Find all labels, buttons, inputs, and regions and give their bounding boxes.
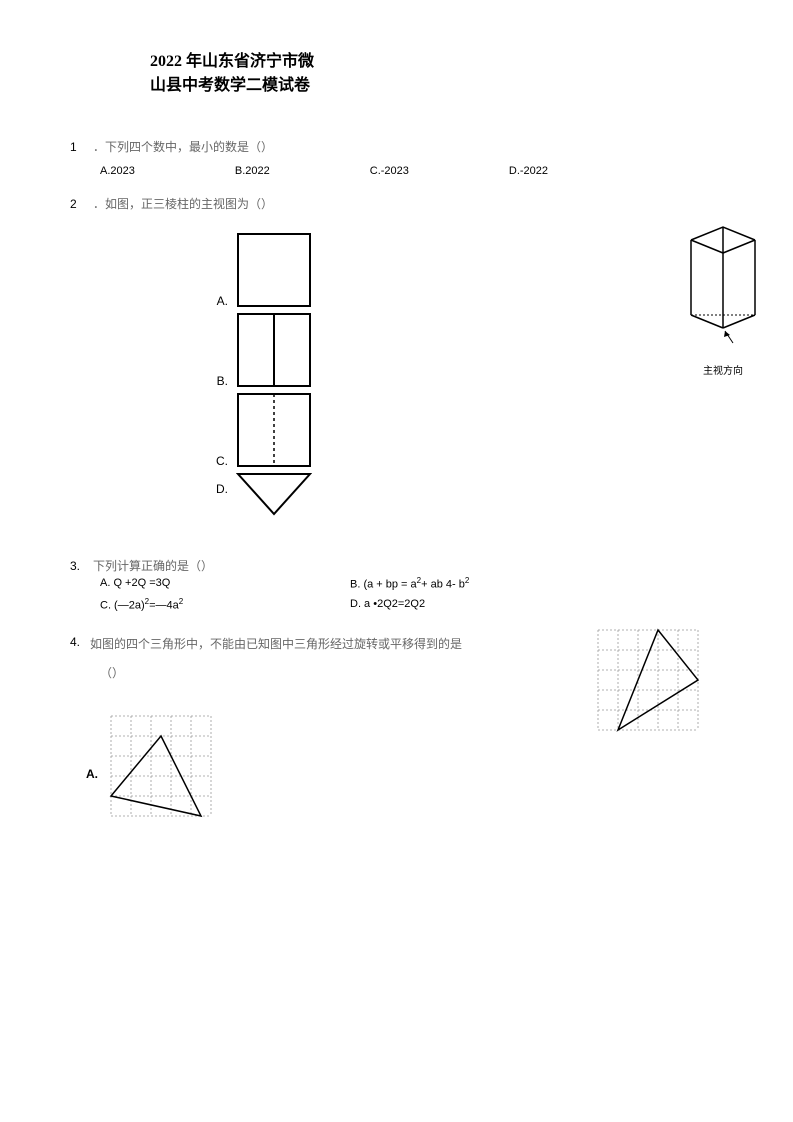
q2-shape-b <box>236 312 312 388</box>
title-line-2: 山县中考数学二模试卷 <box>150 74 723 98</box>
q2-option-a: A. <box>210 232 723 308</box>
q2-number: 2 <box>70 197 90 211</box>
q4-text: 如图的四个三角形中，不能由已知图中三角形经过旋转或平移得到的是 <box>90 637 462 651</box>
q3-text: 下列计算正确的是（） <box>93 559 213 573</box>
q3-option-b: B. (a + bp = a2+ ab 4- b2 <box>350 574 600 595</box>
question-2: 2 ．如图，正三棱柱的主视图为（） A. B. C. D <box>70 195 723 517</box>
prism-figure: 主视方向 <box>683 225 763 377</box>
q1-option-a: A.2023 <box>100 165 135 177</box>
q2-shape-c <box>236 392 312 468</box>
q1-option-b: B.2022 <box>235 165 270 177</box>
q1-option-d: D.-2022 <box>509 165 548 177</box>
question-4: 4. 如图的四个三角形中，不能由已知图中三角形经过旋转或平移得到的是 （） A. <box>70 635 723 821</box>
q2-shape-d <box>236 472 312 517</box>
q3-optb-sup2: 2 <box>465 576 469 585</box>
q3-optb-mid: + ab 4- b <box>421 579 465 591</box>
q4-ref-grid <box>593 625 703 735</box>
q3-optc-post: =—4a <box>149 600 179 612</box>
q3-option-a: A. Q +2Q =3Q <box>100 574 350 595</box>
q1-option-c: C.-2023 <box>370 165 409 177</box>
q1-number: 1 <box>70 140 90 154</box>
q3-number: 3. <box>70 559 90 573</box>
prism-icon <box>683 225 763 355</box>
q2-option-c: C. <box>210 392 723 468</box>
q3-option-d: D. a •2Q2=2Q2 <box>350 595 600 616</box>
q4-shape-a <box>106 711 216 821</box>
q2-options: A. B. C. D. <box>210 232 723 517</box>
q3-optc-pre: C. (—2a) <box>100 600 145 612</box>
q2-label-b: B. <box>210 374 228 388</box>
q2-option-d: D. <box>210 472 723 517</box>
q1-options: A.2023 B.2022 C.-2023 D.-2022 <box>100 165 723 177</box>
q2-label-a: A. <box>210 294 228 308</box>
prism-caption: 主视方向 <box>683 362 763 377</box>
q2-label-d: D. <box>210 482 228 496</box>
q3-optc-sup2: 2 <box>179 597 183 606</box>
q3-optb-pre: B. (a + bp = a <box>350 579 417 591</box>
q4-number: 4. <box>70 635 90 649</box>
q4-reference-figure <box>593 625 703 739</box>
q1-text: ．下列四个数中，最小的数是（） <box>93 140 273 154</box>
q2-shape-a <box>236 232 312 308</box>
page-title: 2022 年山东省济宁市微 山县中考数学二模试卷 <box>150 50 723 98</box>
q2-label-c: C. <box>210 454 228 468</box>
q2-option-b: B. <box>210 312 723 388</box>
q4-label-a: A. <box>80 767 98 781</box>
q2-text: ．如图，正三棱柱的主视图为（） <box>93 197 273 211</box>
q3-option-c: C. (—2a)2=—4a2 <box>100 595 350 616</box>
question-1: 1 ．下列四个数中，最小的数是（） A.2023 B.2022 C.-2023 … <box>70 138 723 177</box>
question-3: 3. 下列计算正确的是（） A. Q +2Q =3Q B. (a + bp = … <box>70 557 723 617</box>
title-line-1: 2022 年山东省济宁市微 <box>150 50 723 74</box>
q3-options: A. Q +2Q =3Q B. (a + bp = a2+ ab 4- b2 C… <box>100 574 723 617</box>
